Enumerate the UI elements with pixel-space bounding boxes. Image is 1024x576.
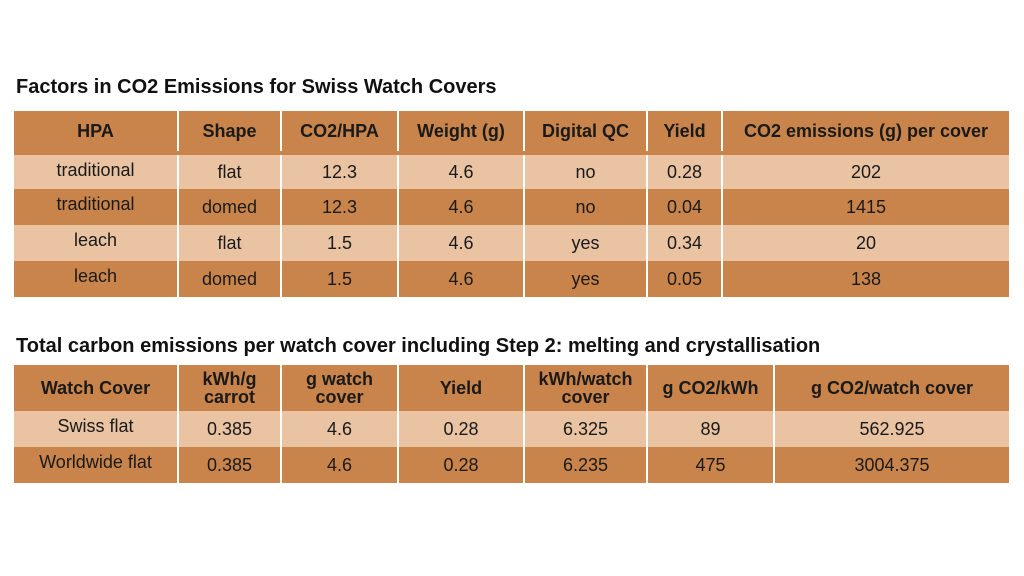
cell-kwh-per-cover: 6.325 [524, 411, 648, 447]
cell-co2-emissions: 20 [855, 232, 877, 253]
header-co2-hpa: CO2/HPA [281, 111, 399, 153]
cell-g-co2-per-kwh: 89 [647, 411, 775, 447]
cell-yield: 0.28 [398, 411, 525, 447]
cell-watch-cover: Worldwide flat [14, 447, 179, 483]
header-watch-cover: Watch Cover [14, 365, 179, 411]
table-row: traditional domed 12.3 4.6 no 0.04 1415 [14, 189, 1009, 225]
co2-factors-table: HPA Shape CO2/HPA Weight (g) Digital QC … [14, 111, 1009, 297]
header-hpa: HPA [14, 111, 179, 153]
cell-co2-hpa: 12.3 [281, 153, 399, 189]
cell-yield: 0.04 [647, 189, 723, 225]
cell-yield: 0.28 [647, 153, 723, 189]
cell-shape: flat [178, 153, 282, 189]
cell-hpa: leach [14, 261, 179, 297]
cell-g-co2-per-kwh: 475 [647, 447, 775, 483]
cell-yield: 0.05 [647, 261, 723, 297]
header-weight: Weight (g) [398, 111, 525, 153]
cell-digital-qc: no [524, 153, 648, 189]
table-header-row: Watch Cover kWh/g carrot g watch cover Y… [14, 365, 1009, 411]
cell-co2-hpa: 1.5 [281, 261, 399, 297]
cell-watch-cover: Swiss flat [14, 411, 179, 447]
cell-kwh-per-g: 0.385 [178, 447, 282, 483]
cell-digital-qc: no [524, 189, 648, 225]
header-shape: Shape [178, 111, 282, 153]
cell-co2-hpa: 12.3 [281, 189, 399, 225]
total-emissions-table: Watch Cover kWh/g carrot g watch cover Y… [14, 365, 1009, 483]
table-row: traditional flat 12.3 4.6 no 0.28 202 [14, 153, 1009, 189]
cell-yield: 0.34 [647, 225, 723, 261]
cell-hpa: leach [14, 225, 179, 261]
cell-g-watch-cover: 4.6 [281, 447, 399, 483]
header-yield: Yield [398, 365, 525, 411]
header-digital-qc: Digital QC [524, 111, 648, 153]
table-header-row: HPA Shape CO2/HPA Weight (g) Digital QC … [14, 111, 1009, 153]
cell-kwh-per-g: 0.385 [178, 411, 282, 447]
header-g-co2-per-cover: g CO2/watch cover [810, 378, 974, 398]
header-yield: Yield [647, 111, 723, 153]
cell-co2-emissions: 1415 [845, 196, 887, 217]
table-row: leach flat 1.5 4.6 yes 0.34 20 [14, 225, 1009, 261]
cell-weight: 4.6 [398, 261, 525, 297]
cell-co2-emissions: 202 [850, 161, 882, 182]
cell-weight: 4.6 [398, 225, 525, 261]
cell-co2-hpa: 1.5 [281, 225, 399, 261]
cell-shape: domed [178, 261, 282, 297]
cell-g-co2-per-cover: 3004.375 [854, 454, 930, 475]
table1-title: Factors in CO2 Emissions for Swiss Watch… [16, 76, 497, 98]
cell-hpa: traditional [14, 189, 179, 225]
header-g-watch-cover: g watch cover [281, 365, 399, 411]
cell-g-watch-cover: 4.6 [281, 411, 399, 447]
table2-title: Total carbon emissions per watch cover i… [16, 335, 821, 357]
cell-hpa: traditional [14, 153, 179, 189]
header-g-co2-per-kwh: g CO2/kWh [647, 365, 775, 411]
cell-yield: 0.28 [398, 447, 525, 483]
cell-digital-qc: yes [524, 261, 648, 297]
cell-shape: domed [178, 189, 282, 225]
table-row: Worldwide flat 0.385 4.6 0.28 6.235 475 … [14, 447, 1009, 483]
cell-kwh-per-cover: 6.235 [524, 447, 648, 483]
cell-g-co2-per-cover: 562.925 [859, 418, 925, 439]
cell-co2-emissions: 138 [850, 268, 882, 289]
header-kwh-per-g: kWh/g carrot [178, 365, 282, 411]
cell-weight: 4.6 [398, 153, 525, 189]
cell-shape: flat [178, 225, 282, 261]
header-co2-emissions: CO2 emissions (g) per cover [743, 120, 989, 141]
table-row: leach domed 1.5 4.6 yes 0.05 138 [14, 261, 1009, 297]
header-kwh-per-cover: kWh/watch cover [524, 365, 648, 411]
table-row: Swiss flat 0.385 4.6 0.28 6.325 89 562.9… [14, 411, 1009, 447]
cell-digital-qc: yes [524, 225, 648, 261]
cell-weight: 4.6 [398, 189, 525, 225]
